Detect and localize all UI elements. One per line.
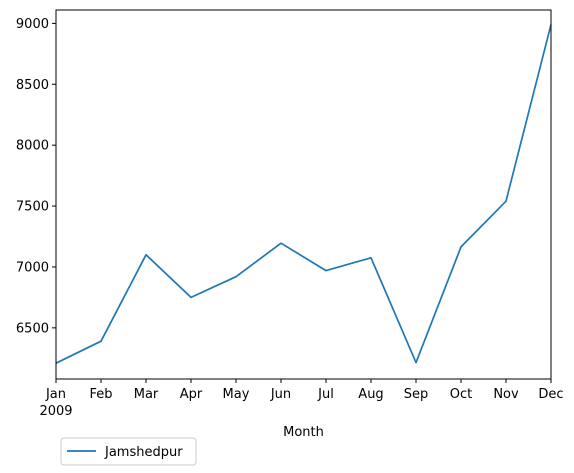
x-tick-label: Mar — [134, 387, 159, 402]
series-layer — [55, 24, 552, 364]
x-tick-label: Sep — [404, 387, 429, 402]
x-tick-label: Feb — [89, 387, 112, 402]
tick-layer: 6500 7000 7500 8000 8500 9000 Jan Feb Mar Apr May J… — [16, 17, 564, 402]
x-tick-label: May — [223, 387, 250, 402]
x-tick-label: Dec — [538, 387, 563, 402]
x-axis-year-label: 2009 — [39, 404, 72, 419]
x-tick-label: Jan — [45, 387, 66, 402]
x-tick-label: Nov — [493, 387, 519, 402]
legend-box — [60, 437, 197, 466]
x-tick-label: Oct — [450, 387, 472, 402]
y-tick-label: 9000 — [16, 17, 49, 32]
x-tick-label: Apr — [180, 387, 203, 402]
legend-label-jamshedpur: Jamshedpur — [104, 445, 183, 460]
x-axis-title: Month — [283, 425, 324, 440]
y-tick-label: 7500 — [16, 200, 49, 215]
plot-frame — [55, 9, 552, 380]
x-tick-label: Aug — [358, 387, 383, 402]
y-tick-label: 7000 — [16, 260, 49, 275]
series-line-jamshedpur — [55, 24, 552, 364]
y-tick-label: 8500 — [16, 78, 49, 93]
legend: Jamshedpur — [60, 437, 197, 466]
y-tick-label: 6500 — [16, 321, 49, 336]
x-tick-label: Jul — [317, 387, 334, 402]
y-tick-label: 8000 — [16, 139, 49, 154]
x-tick-label: Jun — [270, 387, 291, 402]
